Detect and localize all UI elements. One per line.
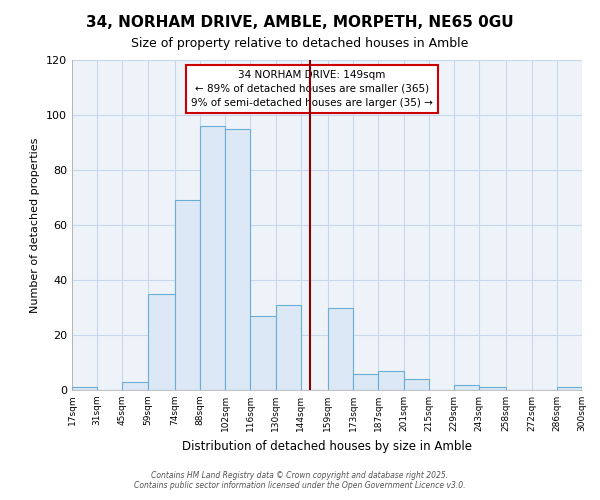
Bar — [122, 382, 148, 390]
Text: Size of property relative to detached houses in Amble: Size of property relative to detached ho… — [131, 38, 469, 51]
Text: 34 NORHAM DRIVE: 149sqm
← 89% of detached houses are smaller (365)
9% of semi-de: 34 NORHAM DRIVE: 149sqm ← 89% of detache… — [191, 70, 433, 108]
Bar — [148, 294, 175, 390]
Bar — [328, 308, 353, 390]
Text: 34, NORHAM DRIVE, AMBLE, MORPETH, NE65 0GU: 34, NORHAM DRIVE, AMBLE, MORPETH, NE65 0… — [86, 15, 514, 30]
Bar — [175, 200, 200, 390]
Bar — [557, 387, 582, 390]
Bar — [353, 374, 379, 390]
Bar — [275, 304, 301, 390]
Bar — [379, 371, 404, 390]
Bar — [479, 387, 506, 390]
Y-axis label: Number of detached properties: Number of detached properties — [31, 138, 40, 312]
Bar — [225, 128, 250, 390]
Bar — [404, 379, 429, 390]
X-axis label: Distribution of detached houses by size in Amble: Distribution of detached houses by size … — [182, 440, 472, 452]
Bar — [200, 126, 225, 390]
Bar — [250, 316, 275, 390]
Text: Contains HM Land Registry data © Crown copyright and database right 2025.
Contai: Contains HM Land Registry data © Crown c… — [134, 470, 466, 490]
Bar — [454, 384, 479, 390]
Bar — [72, 387, 97, 390]
